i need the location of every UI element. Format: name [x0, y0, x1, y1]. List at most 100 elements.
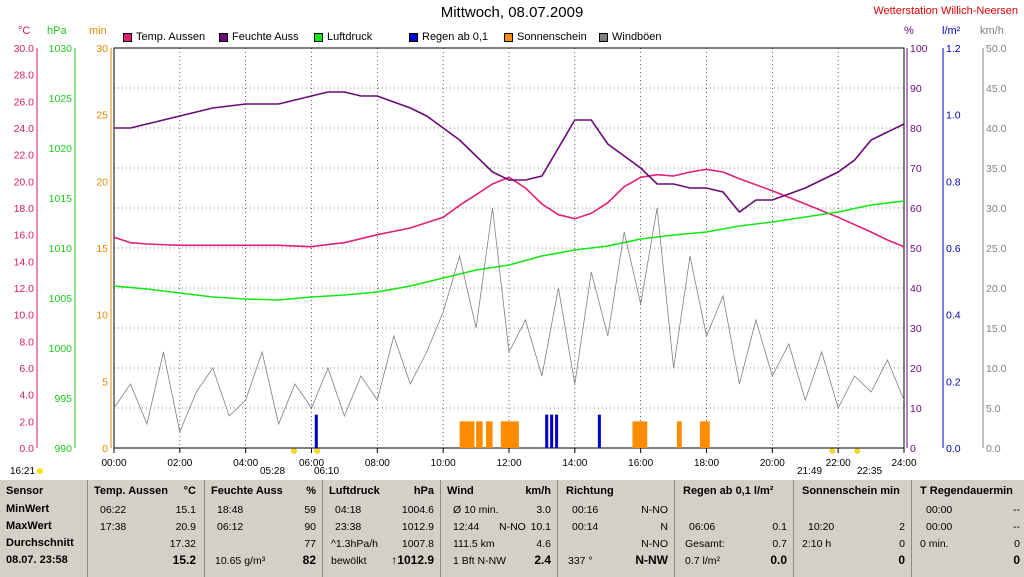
- x-tick-label: 24:00: [891, 458, 916, 469]
- sunshine-total-label: 2:10 h: [802, 538, 832, 550]
- col-raindur: T Regendauermin 00:00 -- 00:00 -- 0 min.…: [912, 480, 1024, 577]
- wind-avg-label: Ø 10 min.: [453, 504, 499, 516]
- bar-regen-ab-: [545, 414, 549, 448]
- row-avg-label: Durchschnitt: [6, 537, 74, 549]
- axis-wind-tick-label: 45.0: [986, 83, 1007, 95]
- axis-wind-tick-label: 30.0: [986, 203, 1007, 215]
- legend-label-humidity: Feuchte Auss: [232, 31, 299, 43]
- sunrise-marker: [291, 448, 297, 454]
- axis-rain-tick-label: 0.2: [946, 376, 961, 388]
- direction-2: N: [660, 521, 668, 533]
- humidity-current: 82: [302, 553, 316, 567]
- axis-unit-temp: °C: [18, 25, 31, 37]
- legend-label-temp: Temp. Aussen: [136, 31, 206, 43]
- axis-humidity-tick-label: 70: [910, 163, 922, 175]
- axis-wind-tick-label: 10.0: [986, 363, 1007, 375]
- temp-min-time: 06:22: [100, 504, 127, 516]
- series-line-feuchte-auss: [114, 91, 905, 214]
- sunset-alt-text: 22:35: [857, 466, 883, 477]
- bar-regen-ab-: [550, 414, 554, 448]
- summary-panel: Sensor MinWert MaxWert Durchschnitt 08.0…: [0, 480, 1024, 577]
- left-time-text: 16:21: [10, 466, 36, 477]
- page-title: Mittwoch, 08.07.2009: [440, 4, 584, 21]
- legend-swatch-gusts: [599, 32, 608, 42]
- temp-current: 15.2: [172, 553, 196, 567]
- axis-pressure-tick-label: 1025: [49, 93, 73, 105]
- raindur-value-2: --: [1013, 521, 1020, 533]
- axis-rain-tick-label: 0.4: [946, 310, 961, 322]
- legend-item-temp[interactable]: Temp. Aussen: [123, 31, 205, 43]
- axis-pressure-tick-label: 1030: [49, 43, 73, 55]
- sunshine-total: 0: [899, 538, 905, 550]
- temp-min: 15.1: [175, 504, 196, 516]
- pressure-min: 1004.6: [401, 504, 434, 516]
- axis-temp-tick-label: 10.0: [14, 310, 35, 322]
- axis-temp-tick-label: 4.0: [19, 390, 34, 402]
- direction-1: N-NO: [641, 504, 668, 516]
- wind-max-dir: N-NO: [499, 521, 526, 533]
- sunrise-text: 05:28: [260, 466, 286, 477]
- axis-humidity-tick-label: 20: [910, 363, 922, 375]
- sunrise-alt-text: 06:10: [314, 466, 340, 477]
- axis-sun-tick-label: 25: [96, 110, 108, 122]
- bar-sonnenschein: [485, 421, 493, 448]
- axis-temp-tick-label: 8.0: [19, 336, 34, 348]
- legend-item-humidity[interactable]: Feuchte Auss: [219, 31, 299, 43]
- axis-wind-tick-label: 50.0: [986, 43, 1007, 55]
- direction-header: Richtung: [566, 485, 614, 497]
- legend-item-sun[interactable]: Sonnenschein: [504, 31, 587, 43]
- legend-label-sun: Sonnenschein: [517, 31, 587, 43]
- pressure-current: ↑1012.9: [391, 553, 434, 567]
- axis-wind-tick-label: 5.0: [986, 403, 1001, 415]
- legend-item-pressure[interactable]: Luftdruck: [314, 31, 372, 43]
- axis-humidity-tick-label: 40: [910, 283, 922, 295]
- row-max-label: MaxWert: [6, 520, 52, 532]
- wind-unit: km/h: [525, 485, 551, 497]
- pressure-header: Luftdruck: [329, 485, 380, 497]
- axis-temp-tick-label: 0.0: [19, 443, 34, 455]
- sunshine-current: 0: [898, 553, 905, 567]
- sunshine-time: 10:20: [808, 521, 835, 533]
- legend-label-pressure: Luftdruck: [327, 31, 373, 43]
- axis-sun-tick-label: 15: [96, 243, 108, 255]
- axis-wind-tick-label: 25.0: [986, 243, 1007, 255]
- pressure-trend: ^1.3hPa/h: [331, 538, 378, 550]
- legend-item-rain[interactable]: Regen ab 0,1: [409, 31, 488, 43]
- axis-unit-sun: min: [89, 25, 107, 37]
- axis-temp-tick-label: 12.0: [14, 283, 35, 295]
- pressure-min-time: 04:18: [335, 504, 362, 516]
- legend-swatch-humidity: [219, 32, 228, 42]
- raindur-current: 0: [1013, 553, 1020, 567]
- rain-time: 06:06: [689, 521, 716, 533]
- legend-label-gusts: Windböen: [612, 31, 662, 43]
- humidity-min: 59: [304, 504, 316, 516]
- direction-3: N-NO: [641, 538, 668, 550]
- series-line-luftdruck: [113, 200, 905, 301]
- wind-avg-day: 4.6: [536, 538, 551, 550]
- axis-wind-tick-label: 0.0: [986, 443, 1001, 455]
- bar-sonnenschein: [500, 421, 519, 448]
- sun-icon: [37, 468, 44, 475]
- col-sunshine: Sonnenschein min 10:20 2 2:10 h 0 0: [794, 480, 912, 577]
- sunrise-alt-time: 06:10: [314, 466, 339, 477]
- sunset-marker: [829, 448, 835, 454]
- axis-rain-tick-label: 0.6: [946, 243, 961, 255]
- axis-wind-tick-label: 40.0: [986, 123, 1007, 135]
- x-tick-label: 08:00: [365, 458, 390, 469]
- rain-current: 0.0: [770, 553, 787, 567]
- wind-bft: 1 Bft N-NW: [453, 555, 507, 567]
- legend-item-gusts[interactable]: Windböen: [599, 31, 662, 43]
- axis-wind-tick-label: 35.0: [986, 163, 1007, 175]
- wind-distance: 111.5 km: [453, 538, 495, 550]
- sensor-header: Sensor: [6, 485, 44, 497]
- axis-pressure-tick-label: 1010: [49, 243, 73, 255]
- axis-pressure-tick-label: 990: [54, 443, 72, 455]
- station-name: Wetterstation Willich-Neersen: [873, 5, 1018, 17]
- axis-temp-tick-label: 26.0: [14, 96, 35, 108]
- axis-unit-rain: l/m²: [942, 25, 961, 37]
- bar-regen-ab-: [314, 414, 318, 448]
- wind-header: Wind: [447, 485, 474, 497]
- sunset-text: 21:49: [797, 466, 823, 477]
- sunshine-max: 2: [899, 521, 905, 533]
- humidity-header: Feuchte Auss: [211, 485, 283, 497]
